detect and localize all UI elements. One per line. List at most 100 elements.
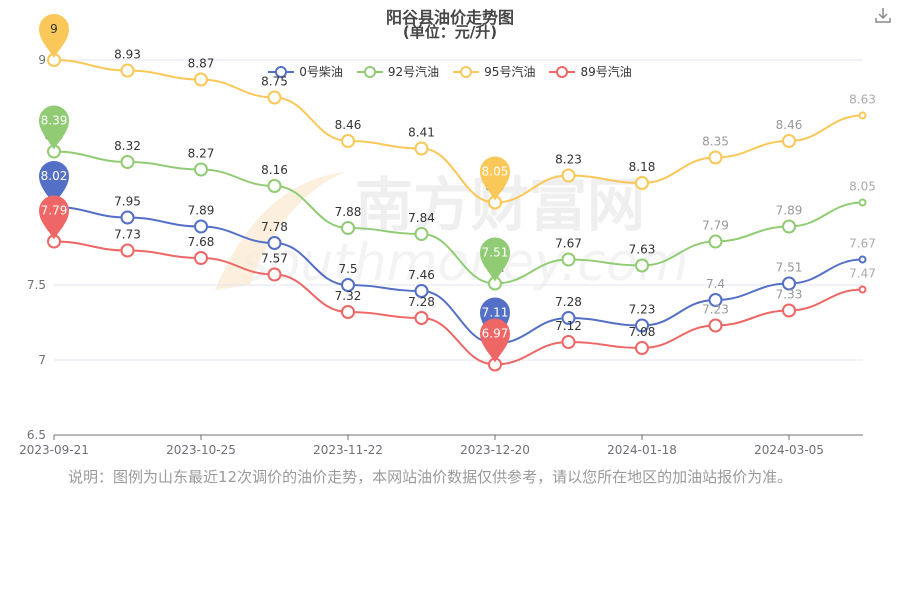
data-point-gas89 (858, 285, 867, 294)
data-label-diesel0: 7.78 (261, 220, 288, 234)
data-point-gas95 (635, 176, 649, 190)
data-label-gas92: 7.88 (335, 205, 362, 219)
data-label-gas89: 7.32 (335, 289, 362, 303)
data-point-diesel0 (120, 210, 135, 225)
pin-max-gas92: 8.39 (39, 105, 69, 150)
data-point-gas89 (561, 335, 576, 349)
data-point-gas92 (858, 198, 867, 207)
data-label-gas92: 8.16 (261, 163, 288, 177)
data-point-gas95 (267, 90, 282, 105)
data-point-gas89 (782, 303, 796, 318)
pin-label: 8.05 (482, 165, 509, 179)
data-point-gas92 (267, 179, 282, 193)
y-tick-label: 7.5 (27, 278, 46, 292)
data-label-diesel0: 7.51 (776, 261, 803, 275)
pin-label: 9 (50, 22, 58, 36)
legend-label-gas92: 92号汽油 (387, 65, 440, 79)
data-label-gas89: 7.73 (114, 228, 141, 242)
data-point-gas92 (341, 221, 355, 235)
data-point-gas95 (561, 168, 576, 183)
legend-label-diesel0: 0号柴油 (299, 65, 343, 79)
data-point-gas92 (120, 155, 135, 169)
legend-label-gas89: 89号汽油 (580, 65, 632, 79)
data-point-gas92 (635, 258, 649, 273)
y-tick-label: 6.5 (27, 428, 46, 442)
data-point-gas95 (120, 63, 135, 78)
data-point-gas95 (341, 134, 355, 148)
data-label-gas95: 8.75 (261, 75, 288, 89)
legend-marker-diesel0 (268, 65, 295, 78)
pin-min-gas89: 6.97 (480, 318, 510, 363)
pin-shape (480, 237, 510, 282)
x-tick-label: 2023-09-21 (19, 443, 89, 457)
data-point-gas95 (414, 141, 429, 156)
chart-subtitle: (单位：元/升) (402, 23, 498, 41)
data-label-diesel0: 7.4 (706, 277, 725, 291)
download-icon[interactable] (874, 6, 892, 24)
legend-marker-gas92 (356, 65, 383, 78)
pin-shape (39, 105, 69, 150)
pin-shape (480, 156, 510, 201)
data-point-gas92 (561, 252, 576, 267)
legend-item-diesel0[interactable]: 0号柴油 (268, 63, 343, 80)
legend-marker-gas89 (549, 65, 576, 78)
data-point-diesel0 (858, 255, 867, 264)
data-label-gas89: 7.08 (629, 325, 656, 339)
data-label-diesel0: 7.5 (338, 262, 357, 276)
pin-shape (480, 318, 510, 363)
pin-shape (39, 161, 69, 205)
max-min-markers: 8.02 7.11 8.39 7.51 9 8.05 7.79 6.97 (39, 14, 510, 363)
data-label-diesel0: 7.89 (188, 204, 215, 218)
data-point-diesel0 (561, 311, 576, 325)
data-label-gas89: 7.47 (849, 267, 876, 281)
data-label-diesel0: 7.28 (555, 295, 582, 309)
data-label-gas89: 7.68 (188, 235, 215, 249)
x-tick-label: 2023-10-25 (166, 443, 236, 457)
data-point-diesel0 (341, 278, 355, 292)
pin-label: 8.02 (41, 169, 68, 183)
x-tick-label: 2024-01-18 (607, 443, 677, 457)
data-label-gas95: 8.41 (408, 126, 435, 140)
data-label-gas95: 8.23 (555, 153, 582, 167)
data-point-gas89 (708, 318, 723, 333)
data-label-gas92: 8.27 (188, 147, 215, 161)
data-label-gas95: 8.93 (114, 48, 141, 62)
pin-label: 8.39 (41, 114, 68, 128)
pin-max-gas95: 9 (39, 14, 69, 58)
pin-min-gas95: 8.05 (480, 156, 510, 201)
y-tick-label: 7 (38, 353, 46, 367)
data-point-gas92 (708, 234, 723, 249)
pin-shape (39, 195, 69, 240)
data-label-gas95: 8.18 (629, 160, 656, 174)
x-tick-label: 2023-12-20 (460, 443, 530, 457)
data-point-gas95 (194, 72, 208, 87)
data-point-diesel0 (782, 276, 796, 291)
chart-title: 阳谷县油价走势图 (385, 8, 514, 27)
data-label-gas95: 8.63 (849, 93, 876, 107)
x-tick-label: 2023-11-22 (313, 443, 383, 457)
legend-item-gas92[interactable]: 92号汽油 (356, 63, 440, 80)
data-label-gas92: 7.84 (408, 211, 435, 225)
data-label-gas92: 7.67 (555, 237, 582, 251)
data-point-diesel0 (267, 236, 282, 250)
data-point-diesel0 (414, 284, 429, 298)
legend-item-gas89[interactable]: 89号汽油 (549, 63, 632, 80)
data-label-gas95: 8.46 (335, 118, 362, 132)
data-label-gas92: 7.79 (702, 219, 729, 233)
pin-max-diesel0: 8.02 (39, 161, 69, 205)
pin-label: 7.79 (41, 204, 68, 218)
x-tick-label: 2024-03-05 (754, 443, 824, 457)
data-labels: 7.97.957.897.787.57.466.97.287.237.47.51… (44, 37, 875, 339)
legend-item-gas95[interactable]: 95号汽油 (453, 63, 535, 80)
watermark-en: southmoney.com (242, 233, 689, 293)
data-point-gas89 (267, 267, 282, 282)
data-label-diesel0: 7.67 (849, 237, 876, 251)
legend-label-gas95: 95号汽油 (484, 65, 536, 79)
data-point-gas92 (782, 219, 796, 234)
data-point-gas95 (708, 150, 723, 165)
data-label-gas95: 8.35 (702, 135, 729, 149)
data-label-gas89: 7.28 (408, 295, 435, 309)
data-label-gas89: 7.23 (702, 303, 729, 317)
data-label-gas92: 7.63 (629, 243, 656, 257)
watermark-logo (215, 172, 345, 290)
